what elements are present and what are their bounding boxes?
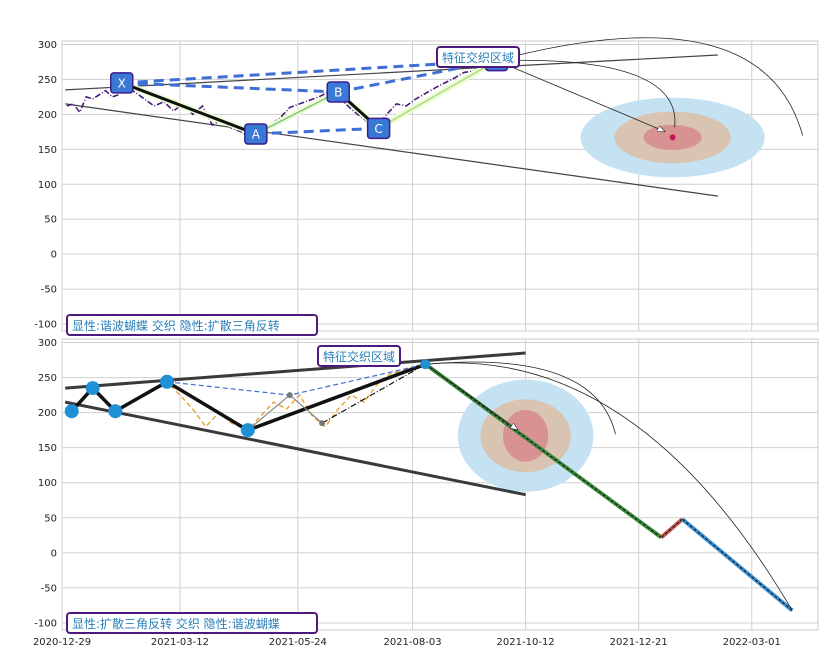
y-tick-label: 150 [38,145,57,156]
plot-area [61,338,819,631]
projection-arc-outer [496,37,804,136]
projection-arc-inner [496,59,676,128]
pattern-point-text: A [252,127,261,141]
triangle-point [108,404,123,419]
y-tick-label: 300 [38,338,57,349]
pattern-point-text: X [118,76,126,90]
harmonic-point [286,392,293,399]
pattern-ratio-xd [121,59,497,85]
triangle-point [85,381,100,396]
pattern-point-text: B [334,86,342,100]
price-series [71,363,426,432]
pattern-point-X: X [110,72,134,94]
x-tick-label: 2021-12-21 [610,637,668,648]
zone-annotation-box [317,345,401,367]
y-tick-label: 0 [51,548,57,559]
x-tick-label: 2021-08-03 [383,637,441,648]
zone-arrow [496,60,665,132]
y-tick-label: 200 [38,110,57,121]
y-tick-label: -50 [41,285,57,296]
zone-annotation-text: 特征交织区域 [442,50,514,65]
trendline-lower [64,400,526,497]
y-tick-label: 250 [38,373,57,384]
y-tick-label: 50 [44,215,57,226]
pattern-annotation: 显性:谐波蝴蝶 交织 隐性:扩散三角反转 [66,314,318,336]
trendline-upper [65,351,526,390]
pattern-leg-ab [255,91,339,135]
projection-leg-1-center [425,363,662,538]
pattern-ratio-ac [255,126,379,136]
y-tick-label: -100 [34,320,57,331]
pattern-point-C: C [366,117,391,140]
pattern-annotation: 显性:扩散三角反转 交织 隐性:谐波蝴蝶 [66,612,318,634]
pattern-annotation-box [66,314,318,336]
pattern-annotation-box [66,612,318,634]
triangle-point [64,404,79,419]
projection-arc-inner [425,361,616,435]
x-tick-label: 2020-12-29 [33,637,91,648]
zone-annotation-box [436,46,520,68]
x-tick-label: 2021-03-12 [151,637,209,648]
pattern-point-text: C [374,122,382,136]
panel-1: 300250200150100500-50-100XABCD特征交织区域显性:谐… [34,37,819,336]
triangle-breakout [247,362,427,432]
pattern-point-box [110,72,134,94]
breakout-point [420,359,431,370]
pattern-ratio-xb [121,81,339,94]
pattern-annotation-text: 显性:谐波蝴蝶 交织 隐性:扩散三角反转 [72,318,280,333]
zone-annotation-text: 特征交织区域 [323,349,395,364]
zone-annotation: 特征交织区域 [317,345,401,367]
pattern-point-B: B [326,81,350,103]
triangle-point [160,374,174,389]
x-tick-label: 2021-05-24 [269,637,327,648]
pattern-point-A: A [244,123,268,145]
x-tick-label: 2022-03-01 [723,637,781,648]
pattern-leg-cd [378,59,497,129]
pattern-leg-xa [121,81,257,136]
pattern-annotation-text: 显性:扩散三角反转 交织 隐性:谐波蝴蝶 [72,616,280,631]
y-tick-label: 100 [38,478,57,489]
pattern-point-box [244,123,268,145]
harmonic-dashdot [321,363,426,424]
x-tick-label: 2021-10-12 [497,637,555,648]
y-tick-label: 300 [38,40,57,51]
pattern-point-box [366,117,391,140]
projection-leg-2 [659,517,684,539]
harmonic-point [319,420,326,427]
zone-arrow [425,363,517,430]
triangle-point [240,423,255,438]
target-point [669,134,676,141]
trendline-lower [65,103,718,197]
y-tick-label: -50 [41,583,57,594]
y-tick-label: 200 [38,408,57,419]
y-tick-label: 0 [51,250,57,261]
zone-annotation: 特征交织区域 [436,46,520,68]
projection-leg-3-center [681,518,793,611]
y-tick-label: 250 [38,75,57,86]
pattern-point-box [326,81,350,103]
y-tick-label: -100 [34,618,57,629]
y-tick-label: 100 [38,180,57,191]
panel-2: 2020-12-29 2021-03-12 2021-05-24 2021-08-03… [33,338,819,648]
plot-area [61,40,819,332]
y-tick-label: 150 [38,443,57,454]
y-tick-label: 50 [44,513,57,524]
projection-arc-outer [425,362,793,611]
